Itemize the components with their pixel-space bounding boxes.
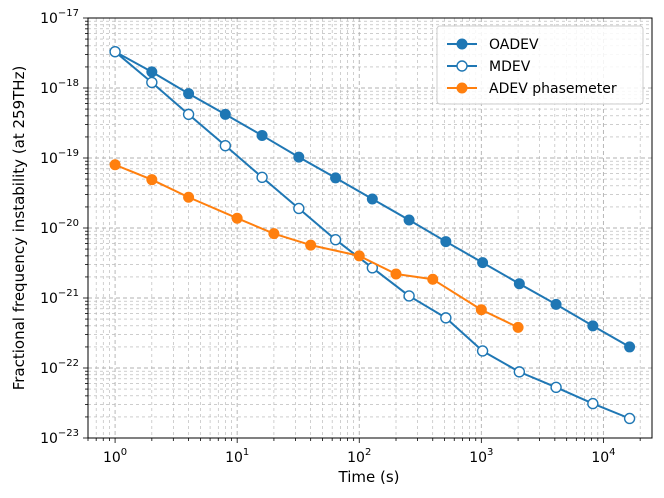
data-point-oadev xyxy=(183,88,195,100)
legend-label-oadev: OADEV xyxy=(489,37,539,53)
legend-entry-oadev: OADEV xyxy=(447,37,539,53)
y-axis-label: Fractional frequency instability (at 259… xyxy=(10,66,28,391)
series-adev-phasemeter xyxy=(109,159,524,333)
data-point-mdev xyxy=(440,312,452,324)
legend-box xyxy=(436,25,644,105)
data-point-oadev xyxy=(550,298,562,310)
x-tick-exponent: 4 xyxy=(609,447,615,458)
y-tick-base: 10 xyxy=(40,291,58,307)
y-tick-base: 10 xyxy=(40,11,58,27)
data-point-adev-phasemeter xyxy=(353,250,365,262)
axis-ticks: 100 101 102 103 10410−2310−2210−2110−2010−19… xyxy=(40,8,641,466)
x-tick-label: 104 xyxy=(591,447,615,466)
x-tick-label: 100 xyxy=(103,447,127,466)
plot-frame xyxy=(87,17,653,439)
data-point-mdev xyxy=(329,234,342,246)
series-mdev xyxy=(109,46,636,425)
data-point-oadev xyxy=(513,278,525,290)
data-point-oadev xyxy=(293,151,305,163)
data-point-oadev xyxy=(587,320,599,332)
x-tick-base: 10 xyxy=(103,450,121,466)
data-point-mdev xyxy=(293,202,305,215)
x-tick-exponent: 1 xyxy=(243,447,249,458)
data-point-adev-phasemeter xyxy=(183,191,195,203)
y-tick-exponent: −20 xyxy=(58,218,79,229)
data-point-oadev xyxy=(403,214,415,226)
y-tick-label: 10−18 xyxy=(40,78,79,97)
x-tick-exponent: 0 xyxy=(121,447,127,458)
x-axis-label: Time (s) xyxy=(338,468,400,486)
y-tick-exponent: −22 xyxy=(58,358,79,369)
y-tick-exponent: −19 xyxy=(58,148,79,159)
y-tick-label: 10−17 xyxy=(40,8,79,27)
data-point-oadev xyxy=(256,129,268,141)
grid xyxy=(87,17,652,439)
legend-label-adev-phasemeter: ADEV phasemeter xyxy=(489,81,617,97)
y-tick-label: 10−19 xyxy=(40,148,79,167)
x-tick-label: 103 xyxy=(469,447,493,466)
legend-entry-mdev: MDEV xyxy=(447,59,531,75)
data-point-adev-phasemeter xyxy=(231,212,243,224)
x-tick-label: 101 xyxy=(225,447,249,466)
data-point-mdev xyxy=(146,76,158,89)
data-point-mdev xyxy=(182,108,195,121)
data-point-adev-phasemeter xyxy=(268,228,280,240)
data-point-oadev xyxy=(624,341,636,353)
x-tick-base: 10 xyxy=(469,450,487,466)
data-point-mdev xyxy=(256,171,268,184)
data-point-adev-phasemeter xyxy=(475,304,487,316)
data-point-mdev xyxy=(109,46,121,58)
x-tick-exponent: 3 xyxy=(487,447,493,458)
y-tick-label: 10−21 xyxy=(40,288,79,307)
data-point-adev-phasemeter xyxy=(390,268,402,280)
data-point-adev-phasemeter xyxy=(512,321,524,333)
data-point-mdev xyxy=(550,381,562,394)
data-point-mdev xyxy=(623,412,636,425)
x-tick-exponent: 2 xyxy=(365,447,371,458)
y-tick-base: 10 xyxy=(40,81,58,97)
data-point-mdev xyxy=(403,290,415,302)
series-oadev xyxy=(109,46,636,353)
y-tick-exponent: −18 xyxy=(58,78,79,89)
data-point-oadev xyxy=(146,66,158,78)
y-tick-base: 10 xyxy=(40,431,58,447)
x-tick-base: 10 xyxy=(347,450,365,466)
y-tick-base: 10 xyxy=(40,151,58,167)
series-layer xyxy=(109,46,636,425)
y-tick-label: 10−22 xyxy=(40,358,79,377)
y-tick-label: 10−20 xyxy=(40,218,79,237)
data-point-mdev xyxy=(219,139,232,152)
series-line-adev-phasemeter xyxy=(114,163,519,329)
data-point-adev-phasemeter xyxy=(305,239,317,251)
data-point-mdev xyxy=(476,345,489,357)
x-tick-base: 10 xyxy=(591,450,609,466)
data-point-oadev xyxy=(366,193,378,205)
y-tick-exponent: −21 xyxy=(58,288,79,299)
data-point-oadev xyxy=(440,236,452,248)
x-tick-base: 10 xyxy=(225,450,243,466)
y-tick-exponent: −23 xyxy=(58,428,79,439)
data-point-adev-phasemeter xyxy=(109,159,121,171)
data-point-oadev xyxy=(219,108,231,120)
legend-marker-oadev xyxy=(456,38,468,50)
data-point-mdev xyxy=(587,397,599,410)
y-tick-base: 10 xyxy=(40,361,58,377)
data-point-adev-phasemeter xyxy=(146,174,158,186)
data-point-oadev xyxy=(330,172,342,184)
legend-label-mdev: MDEV xyxy=(489,59,531,75)
legend-marker-adev-phasemeter xyxy=(456,82,468,94)
legend: OADEV MDEV ADEV phasemeter xyxy=(436,25,644,105)
x-tick-label: 102 xyxy=(347,447,371,466)
data-point-adev-phasemeter xyxy=(427,273,439,285)
y-tick-base: 10 xyxy=(40,221,58,237)
data-point-mdev xyxy=(513,366,526,378)
data-point-oadev xyxy=(477,257,489,269)
y-tick-label: 10−23 xyxy=(40,428,79,447)
legend-marker-mdev xyxy=(456,60,468,72)
legend-entry-adev-phasemeter: ADEV phasemeter xyxy=(447,81,617,97)
y-tick-exponent: −17 xyxy=(58,8,79,19)
series-line-mdev xyxy=(114,50,630,420)
